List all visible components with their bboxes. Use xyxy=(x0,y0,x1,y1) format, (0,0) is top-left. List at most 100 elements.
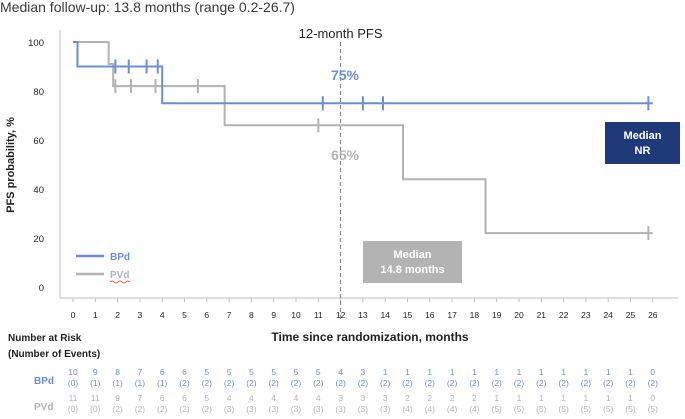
at-risk-count: 6 xyxy=(160,393,165,403)
x-tick-label: 4 xyxy=(160,310,165,320)
risk-table-heading: Number at Risk xyxy=(8,333,82,344)
event-count: (2) xyxy=(625,378,636,388)
y-tick-label: 80 xyxy=(33,87,44,98)
at-risk-count: 5 xyxy=(316,367,321,377)
x-tick-label: 25 xyxy=(626,310,636,320)
bpd-median-box xyxy=(605,122,680,164)
x-tick-label: 2 xyxy=(115,310,120,320)
event-count: (4) xyxy=(469,404,480,414)
event-count: (3) xyxy=(313,404,324,414)
event-count: (0) xyxy=(68,404,79,414)
at-risk-count: 1 xyxy=(561,393,566,403)
event-count: (5) xyxy=(625,404,636,414)
at-risk-count: 4 xyxy=(294,393,299,403)
at-risk-count: 2 xyxy=(450,393,455,403)
pvd-median-line1: Median xyxy=(394,249,432,261)
at-risk-count: 1 xyxy=(606,367,611,377)
event-count: (2) xyxy=(581,378,592,388)
y-axis-label: PFS probability, % xyxy=(5,117,17,213)
event-count: (3) xyxy=(269,404,280,414)
legend-label-bpd: BPd xyxy=(110,252,130,263)
x-tick-label: 20 xyxy=(514,310,524,320)
event-count: (2) xyxy=(224,378,235,388)
spellcheck-underline xyxy=(109,280,131,284)
event-count: (5) xyxy=(581,404,592,414)
x-tick-label: 24 xyxy=(603,310,613,320)
x-tick-label: 14 xyxy=(380,310,390,320)
at-risk-count: 2 xyxy=(427,393,432,403)
at-risk-count: 1 xyxy=(606,393,611,403)
event-count: (5) xyxy=(648,404,659,414)
at-risk-count: 1 xyxy=(517,393,522,403)
at-risk-count: 3 xyxy=(361,367,366,377)
at-risk-count: 9 xyxy=(93,367,98,377)
event-count: (0) xyxy=(68,378,79,388)
event-count: (5) xyxy=(492,404,503,414)
event-count: (2) xyxy=(402,378,413,388)
y-tick-label: 40 xyxy=(33,185,44,196)
at-risk-count: 1 xyxy=(628,393,633,403)
at-risk-count: 1 xyxy=(584,393,589,403)
pvd-landmark-value: 65% xyxy=(331,147,360,163)
at-risk-count: 9 xyxy=(115,393,120,403)
at-risk-count: 11 xyxy=(91,393,100,403)
event-count: (3) xyxy=(246,404,257,414)
event-count: (2) xyxy=(492,378,503,388)
x-tick-label: 1 xyxy=(93,310,98,320)
at-risk-count: 7 xyxy=(138,393,143,403)
event-count: (2) xyxy=(536,378,547,388)
at-risk-count: 4 xyxy=(227,393,232,403)
event-count: (3) xyxy=(224,404,235,414)
at-risk-count: 1 xyxy=(427,367,432,377)
x-tick-label: 0 xyxy=(71,310,76,320)
at-risk-count: 6 xyxy=(160,367,165,377)
event-count: (5) xyxy=(514,404,525,414)
x-tick-label: 22 xyxy=(559,310,569,320)
x-tick-label: 15 xyxy=(403,310,413,320)
at-risk-count: 10 xyxy=(68,367,78,377)
pvd-median-line2: 14.8 months xyxy=(380,264,444,276)
event-count: (3) xyxy=(291,404,302,414)
y-tick-label: 20 xyxy=(33,234,44,245)
at-risk-count: 8 xyxy=(115,367,120,377)
x-tick-label: 8 xyxy=(249,310,254,320)
event-count: (4) xyxy=(425,404,436,414)
event-count: (1) xyxy=(135,378,146,388)
y-tick-label: 100 xyxy=(28,38,44,49)
at-risk-count: 1 xyxy=(539,367,544,377)
event-count: (2) xyxy=(179,404,190,414)
pvd-median-box xyxy=(363,241,462,283)
event-count: (2) xyxy=(335,378,346,388)
event-count: (2) xyxy=(469,378,480,388)
legend-label-pvd: PVd xyxy=(110,270,129,281)
at-risk-count: 3 xyxy=(361,393,366,403)
x-tick-label: 23 xyxy=(581,310,591,320)
event-count: (3) xyxy=(380,404,391,414)
bpd-landmark-value: 75% xyxy=(331,67,360,83)
at-risk-count: 7 xyxy=(138,367,143,377)
event-count: (2) xyxy=(514,378,525,388)
at-risk-count: 6 xyxy=(182,393,187,403)
at-risk-count: 2 xyxy=(405,393,410,403)
event-count: (2) xyxy=(291,378,302,388)
event-count: (4) xyxy=(402,404,413,414)
at-risk-count: 5 xyxy=(204,393,209,403)
x-tick-label: 10 xyxy=(291,310,301,320)
bpd-median-line2: NR xyxy=(635,145,651,157)
event-count: (0) xyxy=(90,404,101,414)
at-risk-count: 1 xyxy=(494,367,499,377)
event-count: (5) xyxy=(603,404,614,414)
at-risk-count: 5 xyxy=(204,367,209,377)
x-tick-label: 9 xyxy=(271,310,276,320)
event-count: (2) xyxy=(447,378,458,388)
at-risk-count: 4 xyxy=(271,393,276,403)
event-count: (2) xyxy=(202,404,213,414)
event-count: (2) xyxy=(179,378,190,388)
at-risk-count: 4 xyxy=(249,393,254,403)
at-risk-count: 2 xyxy=(472,393,477,403)
x-tick-label: 11 xyxy=(314,310,323,320)
at-risk-count: 1 xyxy=(517,367,522,377)
x-tick-label: 16 xyxy=(425,310,435,320)
bpd-median-line1: Median xyxy=(624,130,662,142)
